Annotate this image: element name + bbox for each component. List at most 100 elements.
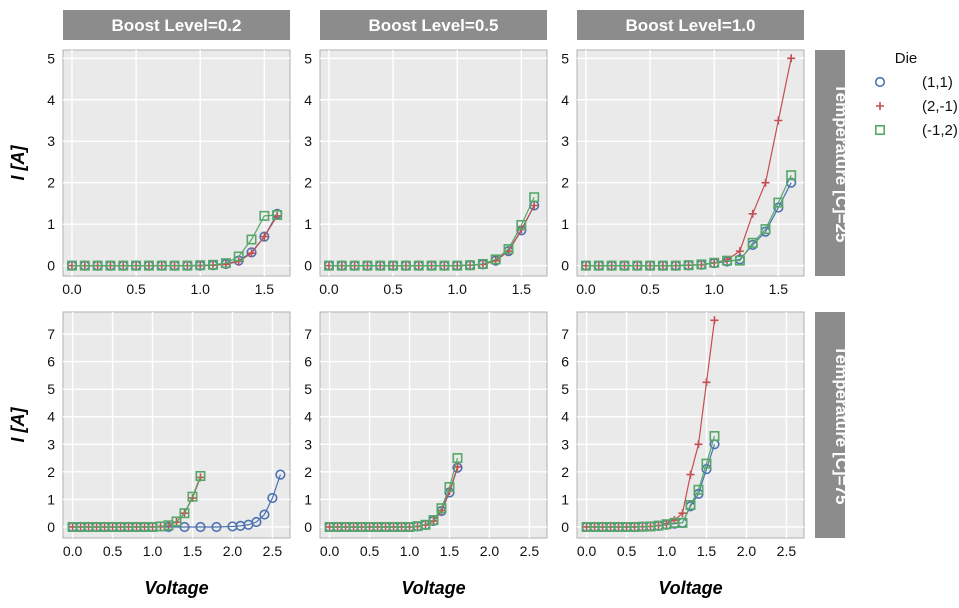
legend-marker-2: [874, 125, 885, 136]
y-tick-label: 5: [47, 381, 55, 397]
facet-strip-col-0: [63, 10, 290, 40]
x-tick-label: 1.0: [143, 543, 163, 559]
data-point: [685, 499, 696, 510]
data-point: [171, 516, 182, 527]
y-tick-label: 4: [304, 92, 312, 108]
data-point: [710, 316, 719, 325]
facet-strip-col-1: [320, 10, 547, 40]
data-point: [349, 260, 360, 271]
data-point: [465, 260, 476, 271]
x-tick-label: 1.5: [512, 281, 532, 297]
data-point: [182, 260, 193, 271]
panel-r0-c2: 0.0 0.5 1.0 1.5 0 1 2 3 4 5: [561, 49, 805, 297]
y-tick-label: 0: [561, 258, 569, 274]
data-point: [516, 219, 527, 230]
facet-label-col-1: Boost Level=0.5: [369, 16, 499, 35]
y-tick-label: 0: [47, 519, 55, 535]
y-tick-label: 3: [47, 133, 55, 149]
x-tick-label: 1.5: [769, 281, 789, 297]
data-point: [678, 509, 687, 518]
y-tick-label: 7: [47, 326, 55, 342]
data-point: [580, 260, 591, 271]
data-point: [452, 453, 463, 464]
y-tick-label: 0: [304, 258, 312, 274]
x-tick-label: 1.5: [255, 281, 275, 297]
data-point: [748, 209, 757, 218]
x-axis-title: Voltage: [658, 578, 722, 598]
panel-background: [576, 49, 805, 277]
y-tick-label: 2: [47, 175, 55, 191]
y-tick-label: 3: [561, 133, 569, 149]
x-tick-label: 2.5: [777, 543, 797, 559]
x-tick-label: 2.0: [737, 543, 757, 559]
data-point: [400, 260, 411, 271]
data-point: [452, 260, 463, 271]
x-tick-label: 1.5: [697, 543, 717, 559]
y-tick-label: 4: [561, 409, 569, 425]
y-tick-label: 5: [561, 381, 569, 397]
data-point: [645, 260, 656, 271]
x-tick-label: 1.0: [447, 281, 467, 297]
facet-label-col-2: Boost Level=1.0: [626, 16, 756, 35]
data-point: [195, 470, 206, 481]
data-point: [701, 458, 712, 469]
data-point: [259, 509, 270, 520]
data-point: [786, 170, 797, 181]
panel-r1-c0: 0.0 0.5 1.0 1.5 2.0 2.5 0 1 2 3 4 5 6 7: [47, 311, 291, 559]
legend: Die(1,1) (2,-1) (-1,2): [874, 50, 958, 139]
data-point: [657, 260, 668, 271]
x-tick-label: 2.5: [520, 543, 540, 559]
data-point: [336, 260, 347, 271]
y-tick-label: 2: [561, 464, 569, 480]
y-axis-title: I [A]: [8, 145, 28, 181]
legend-label-0: (1,1): [922, 74, 953, 91]
data-point: [444, 482, 455, 493]
y-tick-label: 4: [561, 92, 569, 108]
x-tick-label: 1.5: [183, 543, 203, 559]
y-tick-label: 0: [47, 258, 55, 274]
y-tick-label: 2: [304, 175, 312, 191]
data-point: [211, 521, 222, 533]
facet-strip-row-0: [815, 50, 845, 276]
data-point: [79, 260, 90, 271]
data-point: [267, 492, 278, 504]
x-tick-label: 2.0: [480, 543, 500, 559]
series-(-1,2): [580, 170, 797, 271]
series-(-1,2): [323, 192, 540, 271]
legend-label-1: (2,-1): [922, 98, 958, 115]
x-tick-label: 0.5: [617, 543, 637, 559]
data-point: [259, 231, 270, 242]
data-point: [179, 508, 190, 519]
x-tick-label: 1.0: [190, 281, 210, 297]
data-point: [693, 484, 704, 495]
x-tick-label: 0.5: [126, 281, 146, 297]
x-axis-title: Voltage: [144, 578, 208, 598]
data-point: [323, 260, 334, 271]
data-point: [246, 234, 257, 245]
legend-title: Die: [895, 50, 918, 67]
x-tick-label: 0.5: [383, 281, 403, 297]
data-point: [388, 260, 399, 271]
panel-r0-c0: 0.0 0.5 1.0 1.5 0 1 2 3 4 5: [47, 49, 291, 297]
data-point: [686, 470, 695, 479]
data-point: [694, 440, 703, 449]
data-point: [774, 116, 783, 125]
data-point: [428, 515, 439, 526]
data-point: [272, 210, 283, 221]
x-tick-label: 1.0: [400, 543, 420, 559]
data-point: [105, 260, 116, 271]
data-point: [426, 260, 437, 271]
facet-strip-col-2: [577, 10, 804, 40]
data-point: [233, 251, 244, 262]
x-tick-label: 0.0: [320, 543, 340, 559]
legend-marker-0: [874, 76, 886, 88]
y-tick-label: 4: [47, 92, 55, 108]
y-tick-label: 3: [47, 436, 55, 452]
y-tick-label: 6: [561, 354, 569, 370]
panel-background: [62, 311, 291, 539]
x-tick-label: 2.5: [263, 543, 283, 559]
y-tick-label: 6: [304, 354, 312, 370]
data-point: [619, 260, 630, 271]
legend-label-2: (-1,2): [922, 122, 958, 139]
